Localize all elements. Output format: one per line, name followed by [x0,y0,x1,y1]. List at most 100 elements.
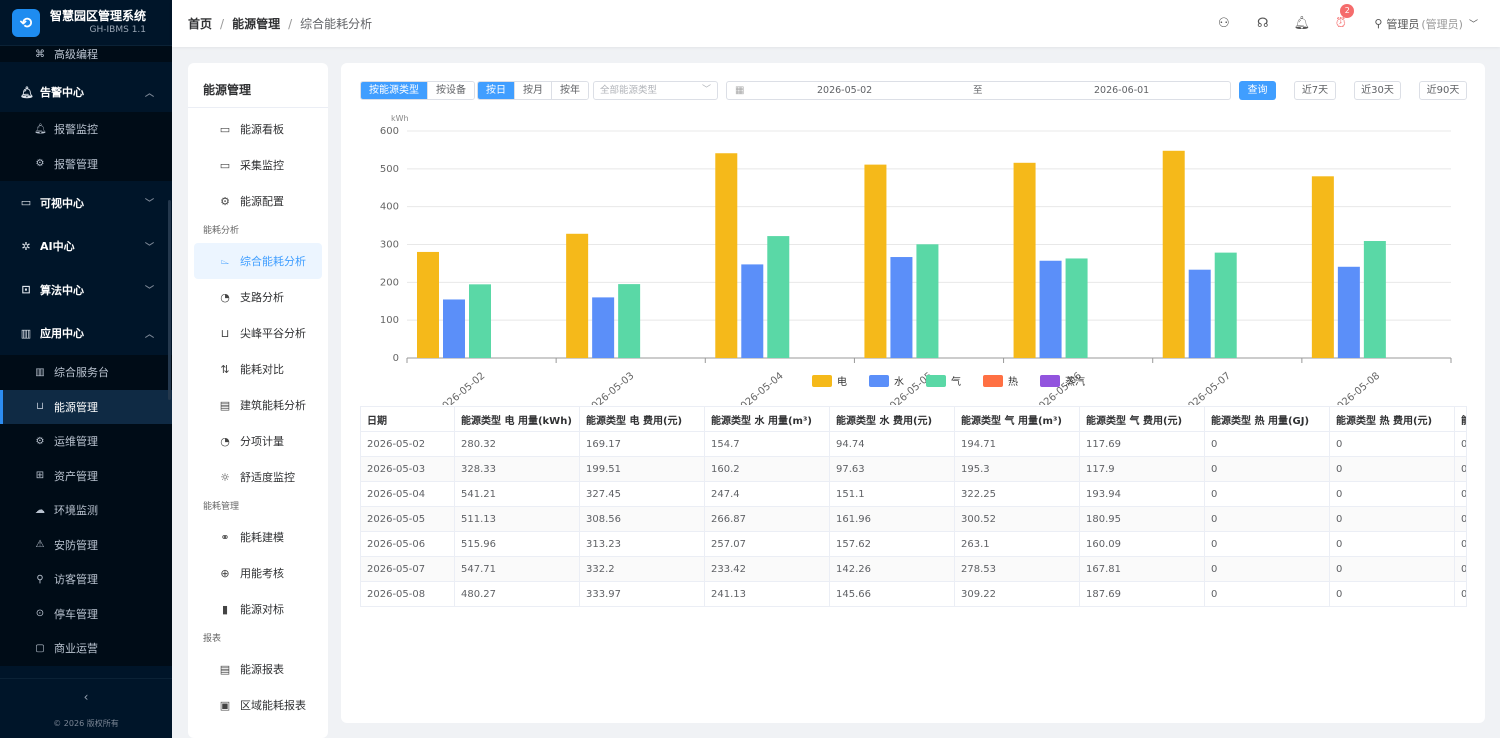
last-7-days-button[interactable]: 近7天 [1294,81,1336,100]
end-date[interactable]: 2026-06-01 [1094,85,1150,96]
bell-icon: 🔔︎ [34,123,47,135]
table-cell: 117.9 [1079,456,1205,482]
submenu-item-label: 能源报表 [240,663,284,676]
sidebar-item-1[interactable]: 🔔︎ 告警中心 ︿ [0,72,172,112]
period-month-button[interactable]: 按月 [515,82,552,99]
sidebar-item-3[interactable]: ⚙ 报警管理 [0,146,172,181]
user-menu[interactable]: ⚲ 管理员 (管理员) ﹀ [1374,16,1478,32]
table-header-cell[interactable]: 能源类型 气 用量(m³) [954,406,1080,432]
mode-by-device-button[interactable]: 按设备 [428,82,474,99]
submenu-item-12[interactable]: ⚭ 能耗建模 [194,519,322,555]
table-cell: 0 [1454,531,1467,557]
submenu-item-2[interactable]: ⚙ 能源配置 [194,183,322,219]
sidebar-item-0[interactable]: ⌘ 高级编程 [0,46,172,62]
sidebar-scrollbar[interactable] [168,200,171,400]
submenu-item-9[interactable]: ◔ 分项计量 [194,423,322,459]
table-header-cell[interactable]: 能源类型 电 用量(kWh) [454,406,580,432]
table-cell: 257.07 [704,531,830,557]
user-icon: ⚲ [36,573,44,585]
table-cell: 142.26 [829,556,955,582]
notification-bell-icon[interactable]: 🔔︎ [1293,16,1311,31]
legend-swatch [1040,375,1060,387]
submenu-item-label: 建筑能耗分析 [240,399,306,412]
date-range-picker[interactable]: ▦ 2026-05-02 至 2026-06-01 [726,81,1231,100]
energy-type-select[interactable]: 全部能源类型 ﹀ [593,81,718,100]
sidebar-item-11[interactable]: ⊞ 资产管理 [0,458,172,493]
submenu-item-14[interactable]: ▮ 能源对标 [194,591,322,627]
alarm-clock-icon[interactable]: ⏰︎ 2 [1321,4,1360,31]
table-header-cell[interactable]: 能 [1454,406,1467,432]
period-year-button[interactable]: 按年 [552,82,588,99]
table-header-cell[interactable]: 能源类型 水 用量(m³) [704,406,830,432]
sidebar-item-13[interactable]: ⚠ 安防管理 [0,527,172,562]
sidebar-item-2[interactable]: 🔔︎ 报警监控 [0,112,172,147]
bar-水-2026-05-06 [1039,260,1062,358]
robot-icon[interactable]: ⚇ [1218,16,1230,31]
analysis-icon: ⌳ [220,254,230,267]
sidebar-item-5[interactable]: ✲ AI中心 ﹀ [0,225,172,269]
breadcrumb-home[interactable]: 首页 [188,17,213,31]
submenu-item-label: 舒适度监控 [240,471,295,484]
last-30-days-button[interactable]: 近30天 [1354,81,1401,100]
query-button[interactable]: 查询 [1239,81,1276,100]
table-header-cell[interactable]: 日期 [360,406,455,432]
sidebar-item-7[interactable]: ▥ 应用中心 ︿ [0,312,172,356]
submenu-item-10[interactable]: ☼ 舒适度监控 [194,459,322,495]
table-cell: 2026-05-06 [360,531,455,557]
table-cell: 169.17 [579,431,705,457]
sidebar-item-14[interactable]: ⚲ 访客管理 [0,562,172,597]
headset-icon[interactable]: ☊ [1257,16,1269,31]
sidebar-item-12[interactable]: ☁ 环境监测 [0,493,172,528]
bar-电-2026-05-06 [1013,162,1036,358]
submenu-item-5[interactable]: ◔ 支路分析 [194,279,322,315]
chevron-down-icon: ﹀ [144,242,154,253]
last-90-days-button[interactable]: 近90天 [1419,81,1467,100]
table-cell: 0 [1329,531,1455,557]
breadcrumb-energy[interactable]: 能源管理 [232,17,281,31]
submenu-item-16[interactable]: ▤ 能源报表 [194,651,322,687]
asset-icon: ⊞ [35,470,45,482]
sidebar-item-8[interactable]: ▥ 综合服务台 [0,355,172,390]
sidebar-item-10[interactable]: ⚙ 运维管理 [0,424,172,459]
submenu-item-4[interactable]: ⌳ 综合能耗分析 [194,243,322,279]
mode-by-type-button[interactable]: 按能源类型 [361,82,428,99]
submenu-item-0[interactable]: ▭ 能源看板 [194,111,322,147]
sidebar-item-label: 访客管理 [54,573,98,587]
submenu-item-7[interactable]: ⇅ 能耗对比 [194,351,322,387]
sidebar-item-6[interactable]: ⊡ 算法中心 ﹀ [0,268,172,312]
submenu-item-1[interactable]: ▭ 采集监控 [194,147,322,183]
table-cell: 332.2 [579,556,705,582]
bar-水-2026-05-04 [741,264,764,358]
legend-swatch [983,375,1003,387]
legend-label: 水 [894,376,904,388]
table-cell: 195.3 [954,456,1080,482]
start-date[interactable]: 2026-05-02 [817,85,873,96]
table-header-cell[interactable]: 能源类型 热 费用(元) [1329,406,1455,432]
submenu-item-13[interactable]: ⊕ 用能考核 [194,555,322,591]
table-header-cell[interactable]: 能源类型 气 费用(元) [1079,406,1205,432]
submenu-item-label: 区域能耗报表 [240,699,306,712]
sidebar-item-16[interactable]: ▢ 商业运营 [0,631,172,666]
table-header-cell[interactable]: 能源类型 电 费用(元) [579,406,705,432]
collapse-sidebar-button[interactable]: ‹ [0,678,172,714]
table-cell: 263.1 [954,531,1080,557]
report-icon: ▤ [219,662,231,676]
table-cell: 515.96 [454,531,580,557]
table-cell: 266.87 [704,506,830,532]
sidebar-item-9[interactable]: ⊔ 能源管理 [0,389,172,424]
table-header-cell[interactable]: 能源类型 水 费用(元) [829,406,955,432]
sidebar-item-15[interactable]: ⊙ 停车管理 [0,596,172,631]
x-tick-label: 2026-05-04 [734,370,786,405]
table-header-cell[interactable]: 能源类型 热 用量(GJ) [1204,406,1330,432]
period-day-button[interactable]: 按日 [478,82,515,99]
submenu-item-17[interactable]: ▣ 区域能耗报表 [194,687,322,723]
table-cell: 233.42 [704,556,830,582]
bar-电-2026-05-04 [715,153,738,358]
sidebar-item-4[interactable]: ▭ 可视中心 ﹀ [0,181,172,225]
submenu-item-6[interactable]: ⊔ 尖峰平谷分析 [194,315,322,351]
submenu-item-8[interactable]: ▤ 建筑能耗分析 [194,387,322,423]
logo[interactable]: ⟲ 智慧园区管理系统 GH-IBMS 1.1 [0,0,172,46]
table-cell: 0 [1454,456,1467,482]
table-cell: 0 [1454,481,1467,507]
energy-submenu: 能源管理 ▭ 能源看板 ▭ 采集监控 ⚙ 能源配置 能耗分析 ⌳ 综合能耗分析 ◔ 支路分析 ⊔ 尖峰平… [188,63,328,738]
